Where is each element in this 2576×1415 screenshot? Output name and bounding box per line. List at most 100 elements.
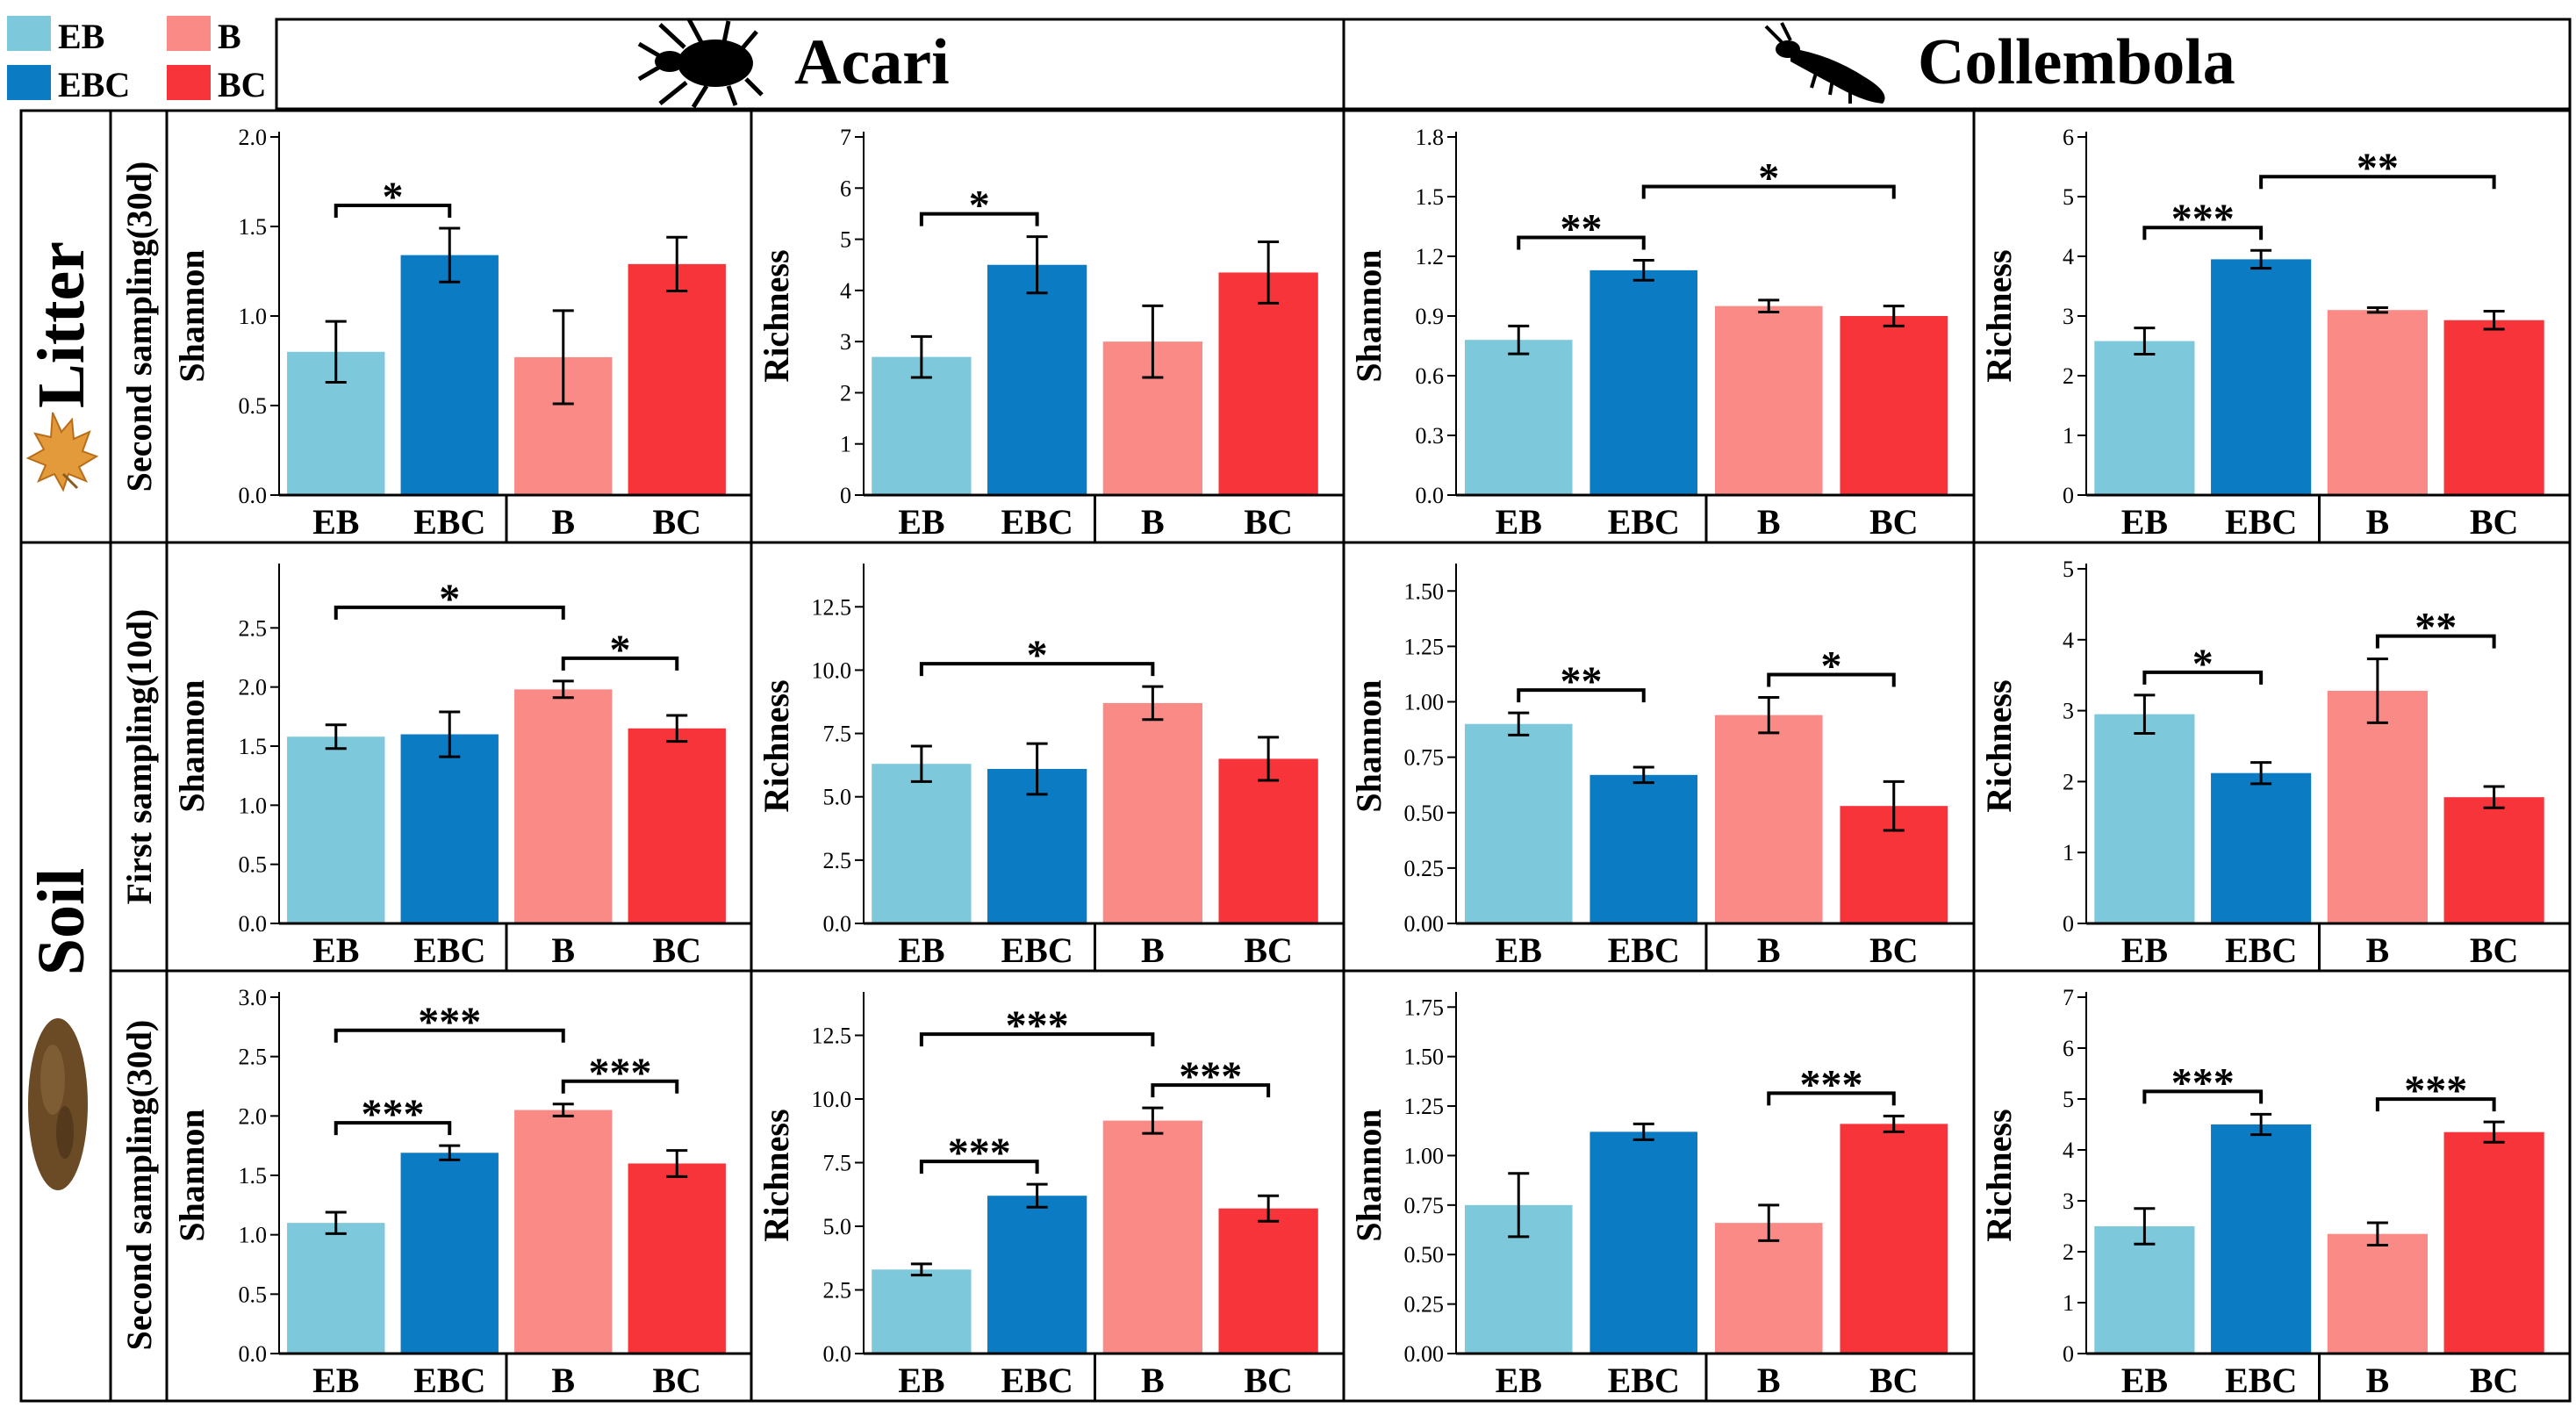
y-tick-label: 6 bbox=[2063, 125, 2074, 150]
y-axis-label: Shannon bbox=[172, 1109, 212, 1241]
y-tick-label: 1.5 bbox=[239, 734, 268, 759]
bar-ebc bbox=[1589, 774, 1698, 923]
bar-eb bbox=[1464, 723, 1573, 923]
significance-stars: * bbox=[969, 183, 990, 229]
y-tick-label: 0.75 bbox=[1404, 1193, 1445, 1218]
x-tick-label-ebc: EBC bbox=[1001, 930, 1073, 970]
significance-stars: * bbox=[1758, 155, 1779, 202]
significance-bracket bbox=[1767, 1091, 1896, 1106]
y-tick-label: 0.0 bbox=[823, 911, 852, 937]
panel-frame bbox=[1972, 969, 2572, 1403]
y-tick-label: 1.50 bbox=[1404, 1045, 1445, 1070]
row-label-soil-second: Second sampling(30d) bbox=[119, 1020, 159, 1351]
significance-stars: ** bbox=[1561, 658, 1603, 705]
significance-stars: * bbox=[439, 576, 460, 622]
y-tick-label: 2 bbox=[2063, 769, 2074, 794]
significance-stars: *** bbox=[2171, 196, 2235, 242]
y-tick-label: 7 bbox=[840, 125, 851, 150]
y-tick-label: 2 bbox=[2063, 363, 2074, 389]
bar-ebc bbox=[400, 255, 499, 495]
y-tick-label: 1.0 bbox=[239, 793, 268, 818]
y-tick-label: 1.25 bbox=[1404, 1094, 1445, 1119]
y-tick-label: 5.0 bbox=[823, 785, 852, 810]
x-tick-label-eb: EB bbox=[1496, 930, 1542, 970]
legend-swatch-b bbox=[167, 16, 211, 51]
y-tick-label: 7.5 bbox=[823, 1151, 852, 1176]
significance-bracket bbox=[919, 1160, 1039, 1174]
bar-b bbox=[2327, 310, 2428, 495]
x-tick-label-ebc: EBC bbox=[2225, 502, 2297, 542]
bar-b bbox=[1102, 702, 1203, 923]
bar-bc bbox=[1218, 272, 1318, 495]
y-tick-label: 2.5 bbox=[239, 1045, 268, 1070]
y-tick-label: 4 bbox=[2063, 1138, 2074, 1163]
x-tick-label-b: B bbox=[2366, 1361, 2390, 1400]
bar-bc bbox=[1218, 1208, 1318, 1354]
x-tick-label-ebc: EBC bbox=[1001, 1361, 1073, 1400]
y-tick-label: 1.50 bbox=[1404, 578, 1445, 604]
leaf-icon bbox=[25, 412, 99, 492]
x-tick-label-bc: BC bbox=[652, 502, 701, 542]
significance-bracket bbox=[2142, 226, 2264, 241]
significance-bracket bbox=[919, 1032, 1155, 1047]
y-tick-label: 1.5 bbox=[1416, 184, 1445, 210]
bar-b bbox=[514, 1110, 613, 1354]
significance-stars: ** bbox=[2415, 605, 2457, 651]
significance-stars: * bbox=[1027, 632, 1048, 679]
y-tick-label: 10.0 bbox=[812, 1087, 852, 1112]
header-frame bbox=[275, 18, 2572, 111]
x-tick-label-b: B bbox=[1141, 502, 1165, 542]
significance-bracket bbox=[1641, 184, 1896, 199]
bar-ebc bbox=[987, 264, 1087, 495]
x-tick-label-b: B bbox=[1757, 502, 1781, 542]
y-tick-label: 5.0 bbox=[823, 1214, 852, 1239]
x-tick-label-bc: BC bbox=[652, 930, 701, 970]
row-title-soil: Soil bbox=[25, 868, 98, 976]
y-axis-label: Richness bbox=[1979, 679, 2019, 812]
y-tick-label: 5 bbox=[2063, 184, 2074, 210]
panel-soil2-acari-richness: Richness 0.0 2.5 5.0 7.5 10.0 12.5 EB EBC B BC *** *… bbox=[750, 969, 1345, 1403]
y-tick-label: 4 bbox=[2063, 628, 2074, 653]
bar-ebc bbox=[400, 734, 499, 923]
significance-bracket bbox=[334, 1121, 452, 1136]
bar-eb bbox=[2094, 714, 2195, 923]
significance-bracket bbox=[334, 1028, 565, 1043]
y-tick-label: 6 bbox=[840, 176, 851, 201]
significance-stars: *** bbox=[1006, 1002, 1069, 1049]
significance-stars: *** bbox=[362, 1091, 425, 1138]
row-label-soil-first: First sampling(10d) bbox=[119, 609, 159, 905]
significance-bracket bbox=[1517, 235, 1646, 250]
bar-bc bbox=[2443, 1131, 2544, 1354]
springtail-icon bbox=[1764, 22, 1885, 104]
significance-bracket bbox=[334, 204, 452, 219]
bar-bc bbox=[1840, 1124, 1948, 1354]
y-tick-label: 0 bbox=[840, 483, 851, 508]
x-tick-label-b: B bbox=[1141, 1361, 1165, 1400]
bar-eb bbox=[287, 736, 385, 923]
x-tick-label-ebc: EBC bbox=[2225, 1361, 2297, 1400]
bar-bc bbox=[1840, 316, 1948, 495]
y-tick-label: 0.25 bbox=[1404, 1292, 1445, 1318]
x-tick-label-bc: BC bbox=[652, 1361, 701, 1400]
bar-b bbox=[1714, 1223, 1823, 1354]
y-tick-label: 2 bbox=[2063, 1239, 2074, 1265]
x-tick-label-eb: EB bbox=[2121, 502, 2168, 542]
y-tick-label: 1.00 bbox=[1404, 690, 1445, 715]
bar-bc bbox=[628, 1163, 726, 1354]
significance-stars: * bbox=[1821, 643, 1842, 689]
significance-stars: *** bbox=[589, 1050, 652, 1096]
bar-bc bbox=[628, 728, 726, 923]
row-title-litter: Litter bbox=[25, 241, 98, 408]
x-tick-label-eb: EB bbox=[898, 502, 944, 542]
x-tick-label-b: B bbox=[1757, 930, 1781, 970]
panel-soil1-acari-richness: Richness 0.0 2.5 5.0 7.5 10.0 12.5 EB EBC B BC * bbox=[750, 541, 1345, 973]
significance-bracket bbox=[919, 212, 1039, 226]
significance-stars: *** bbox=[948, 1130, 1011, 1176]
y-tick-label: 1.25 bbox=[1404, 634, 1445, 659]
significance-bracket bbox=[334, 605, 565, 620]
bar-eb bbox=[872, 764, 972, 923]
significance-stars: ** bbox=[1561, 206, 1603, 253]
y-axis-label: Richness bbox=[757, 1109, 796, 1241]
y-tick-label: 12.5 bbox=[812, 1024, 852, 1049]
y-tick-label: 7 bbox=[2063, 985, 2074, 1010]
